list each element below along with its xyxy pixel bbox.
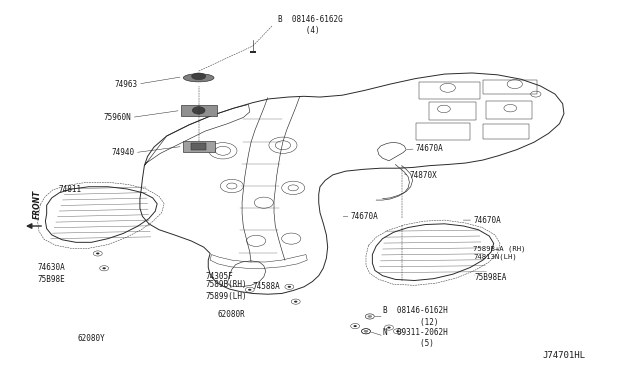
Bar [429, 102, 476, 120]
Text: 7589B+A (RH)
74813N(LH): 7589B+A (RH) 74813N(LH) [473, 246, 526, 260]
Bar [191, 142, 206, 150]
Circle shape [367, 315, 372, 318]
Text: 74630A: 74630A [38, 263, 65, 272]
Circle shape [364, 330, 368, 333]
Text: B  08146-6162G
      (4): B 08146-6162G (4) [278, 15, 343, 35]
Text: 74670A: 74670A [351, 212, 378, 221]
Circle shape [102, 267, 106, 269]
Text: 74870X: 74870X [410, 171, 437, 180]
Text: 62080R: 62080R [218, 311, 246, 320]
Text: B  08146-6162H
        (12): B 08146-6162H (12) [383, 307, 447, 327]
Text: 7589B(RH)
75899(LH): 7589B(RH) 75899(LH) [205, 280, 246, 301]
Text: 75B98E: 75B98E [38, 275, 65, 284]
Bar [486, 101, 532, 119]
Text: 75960N: 75960N [104, 113, 132, 122]
Text: 62080Y: 62080Y [77, 334, 105, 343]
Text: FRONT: FRONT [33, 189, 42, 219]
Bar [182, 141, 214, 152]
Ellipse shape [191, 73, 205, 80]
Bar [250, 51, 255, 53]
Text: 74963: 74963 [115, 80, 138, 89]
Circle shape [287, 286, 291, 288]
Circle shape [96, 253, 99, 254]
Text: 74670A: 74670A [416, 144, 444, 153]
Circle shape [387, 327, 390, 328]
Text: 74670A: 74670A [473, 216, 501, 225]
Bar [180, 105, 216, 116]
Text: 74588A: 74588A [253, 282, 281, 291]
Text: J74701HL: J74701HL [542, 351, 585, 360]
Text: 75B98EA: 75B98EA [474, 273, 507, 282]
Circle shape [294, 301, 298, 302]
Circle shape [353, 325, 357, 327]
Circle shape [396, 330, 399, 332]
Bar [416, 123, 470, 140]
Circle shape [364, 330, 367, 332]
Text: 74811: 74811 [58, 185, 81, 194]
Circle shape [192, 107, 205, 114]
Circle shape [248, 289, 252, 291]
Bar [419, 82, 479, 99]
Ellipse shape [183, 74, 214, 82]
Text: 74940: 74940 [111, 148, 135, 157]
Bar [483, 124, 529, 138]
Text: 74305F: 74305F [205, 272, 233, 281]
Bar [483, 80, 537, 94]
Text: N  09311-2062H
        (5): N 09311-2062H (5) [383, 328, 447, 348]
